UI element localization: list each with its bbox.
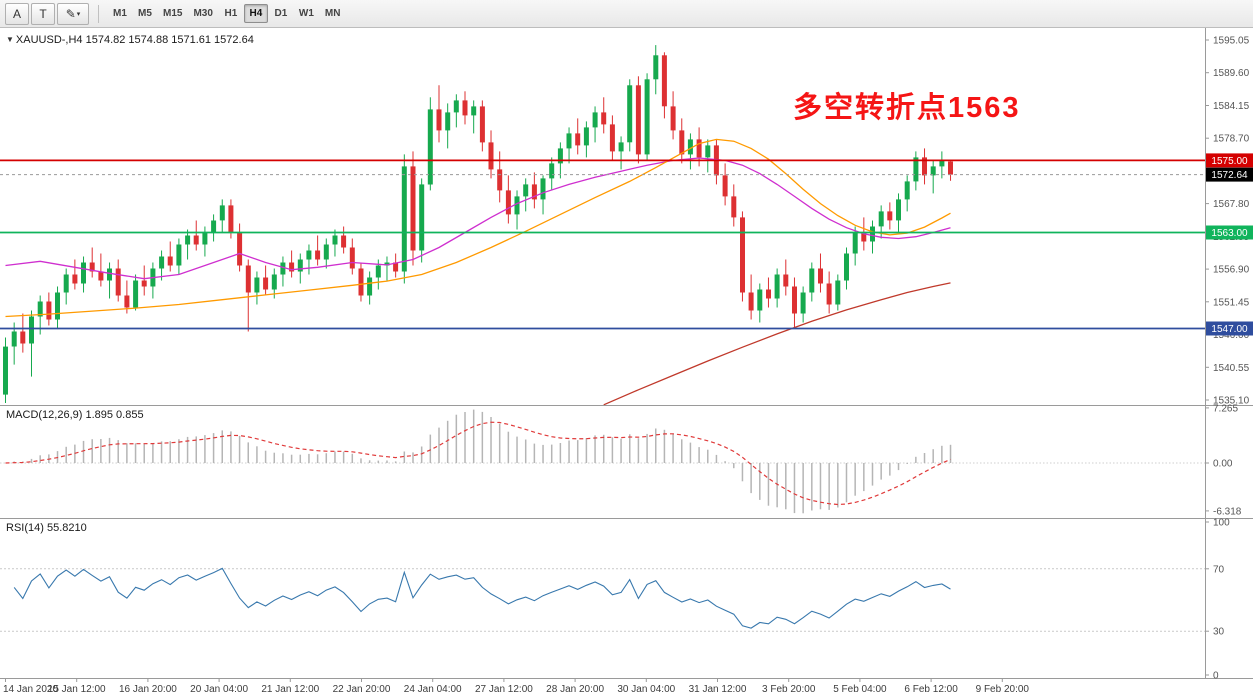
timeframe-button-m30[interactable]: M30 <box>193 8 213 19</box>
timeframe-button-w1[interactable]: W1 <box>298 8 314 19</box>
svg-text:1584.15: 1584.15 <box>1213 101 1250 112</box>
svg-text:70: 70 <box>1213 564 1225 575</box>
arrow-tool-label: A <box>12 6 21 21</box>
svg-text:-6.318: -6.318 <box>1213 506 1242 517</box>
svg-text:14 Jan 2020: 14 Jan 2020 <box>3 684 58 695</box>
price-axis: 1595.051589.601584.151578.701567.801562.… <box>1205 36 1253 407</box>
ma-long-line <box>603 282 951 405</box>
svg-text:1589.60: 1589.60 <box>1213 68 1250 79</box>
timeframe-button-mn[interactable]: MN <box>324 8 341 19</box>
svg-text:22 Jan 20:00: 22 Jan 20:00 <box>333 684 391 695</box>
chart-canvas[interactable]: 1595.051589.601584.151578.701567.801562.… <box>0 28 1253 699</box>
svg-text:27 Jan 12:00: 27 Jan 12:00 <box>475 684 533 695</box>
timeframe-button-m5[interactable]: M5 <box>138 8 152 19</box>
svg-text:21 Jan 12:00: 21 Jan 12:00 <box>261 684 319 695</box>
svg-text:1572.64: 1572.64 <box>1211 170 1248 181</box>
chevron-down-icon: ▾ <box>76 10 81 18</box>
text-tool-button[interactable]: T <box>31 2 55 25</box>
svg-text:28 Jan 20:00: 28 Jan 20:00 <box>546 684 604 695</box>
svg-text:7.265: 7.265 <box>1213 403 1238 414</box>
svg-text:24 Jan 04:00: 24 Jan 04:00 <box>404 684 462 695</box>
svg-text:1595.05: 1595.05 <box>1213 36 1250 47</box>
svg-text:30 Jan 04:00: 30 Jan 04:00 <box>617 684 675 695</box>
price-badge <box>1206 167 1253 182</box>
timeframe-button-m1[interactable]: M1 <box>113 8 127 19</box>
main-price-panel[interactable] <box>0 45 1205 405</box>
svg-text:1575.00: 1575.00 <box>1211 156 1248 167</box>
text-tool-label: T <box>39 6 47 21</box>
svg-text:3 Feb 20:00: 3 Feb 20:00 <box>762 684 816 695</box>
svg-text:0.00: 0.00 <box>1213 459 1233 470</box>
svg-text:1556.90: 1556.90 <box>1213 265 1250 276</box>
price-badge <box>1206 321 1253 336</box>
svg-text:1547.00: 1547.00 <box>1211 324 1248 335</box>
ma-slow-line <box>5 138 951 318</box>
draw-tool-button[interactable]: ✎ ▾ <box>57 2 89 25</box>
svg-text:1535.10: 1535.10 <box>1213 396 1250 407</box>
svg-text:6 Feb 12:00: 6 Feb 12:00 <box>904 684 958 695</box>
macd-signal-line <box>5 421 951 506</box>
svg-text:20 Jan 04:00: 20 Jan 04:00 <box>190 684 248 695</box>
price-badge <box>1206 153 1253 168</box>
timeframe-button-m15[interactable]: M15 <box>163 8 183 19</box>
svg-text:1578.70: 1578.70 <box>1213 134 1250 145</box>
svg-text:9 Feb 20:00: 9 Feb 20:00 <box>976 684 1030 695</box>
rsi-panel <box>0 567 1205 632</box>
svg-text:1563.00: 1563.00 <box>1211 228 1248 239</box>
timeframe-button-h1[interactable]: H1 <box>224 8 238 19</box>
svg-text:0: 0 <box>1213 671 1219 682</box>
svg-text:1551.45: 1551.45 <box>1213 297 1250 308</box>
pencil-icon: ✎ <box>65 6 76 21</box>
candlestick-series <box>3 45 953 403</box>
price-badge <box>1206 225 1253 240</box>
svg-text:30: 30 <box>1213 627 1225 638</box>
toolbar-separator <box>98 4 99 23</box>
svg-text:16 Jan 20:00: 16 Jan 20:00 <box>119 684 177 695</box>
timeframe-button-d1[interactable]: D1 <box>274 8 288 19</box>
macd-axis: 7.265 0.00 -6.318 <box>1205 403 1242 517</box>
svg-text:1567.80: 1567.80 <box>1213 199 1250 210</box>
ma-fast-line <box>5 157 951 280</box>
svg-text:31 Jan 12:00: 31 Jan 12:00 <box>689 684 747 695</box>
svg-text:1540.55: 1540.55 <box>1213 363 1250 374</box>
arrow-annotation-tool-button[interactable]: A <box>5 2 29 25</box>
rsi-axis: 100 70 30 0 <box>1205 518 1230 682</box>
macd-panel <box>0 409 1205 514</box>
rsi-line <box>13 567 951 629</box>
svg-text:15 Jan 12:00: 15 Jan 12:00 <box>48 684 106 695</box>
timeframe-bar: M1 M5 M15 M30 H1 H4 D1 W1 MN <box>108 4 345 23</box>
svg-text:5 Feb 04:00: 5 Feb 04:00 <box>833 684 887 695</box>
timeframe-button-h4[interactable]: H4 <box>243 4 268 23</box>
svg-text:100: 100 <box>1213 518 1230 529</box>
toolbar: A T ✎ ▾ M1 M5 M15 M30 H1 H4 D1 W1 MN <box>0 0 1253 28</box>
